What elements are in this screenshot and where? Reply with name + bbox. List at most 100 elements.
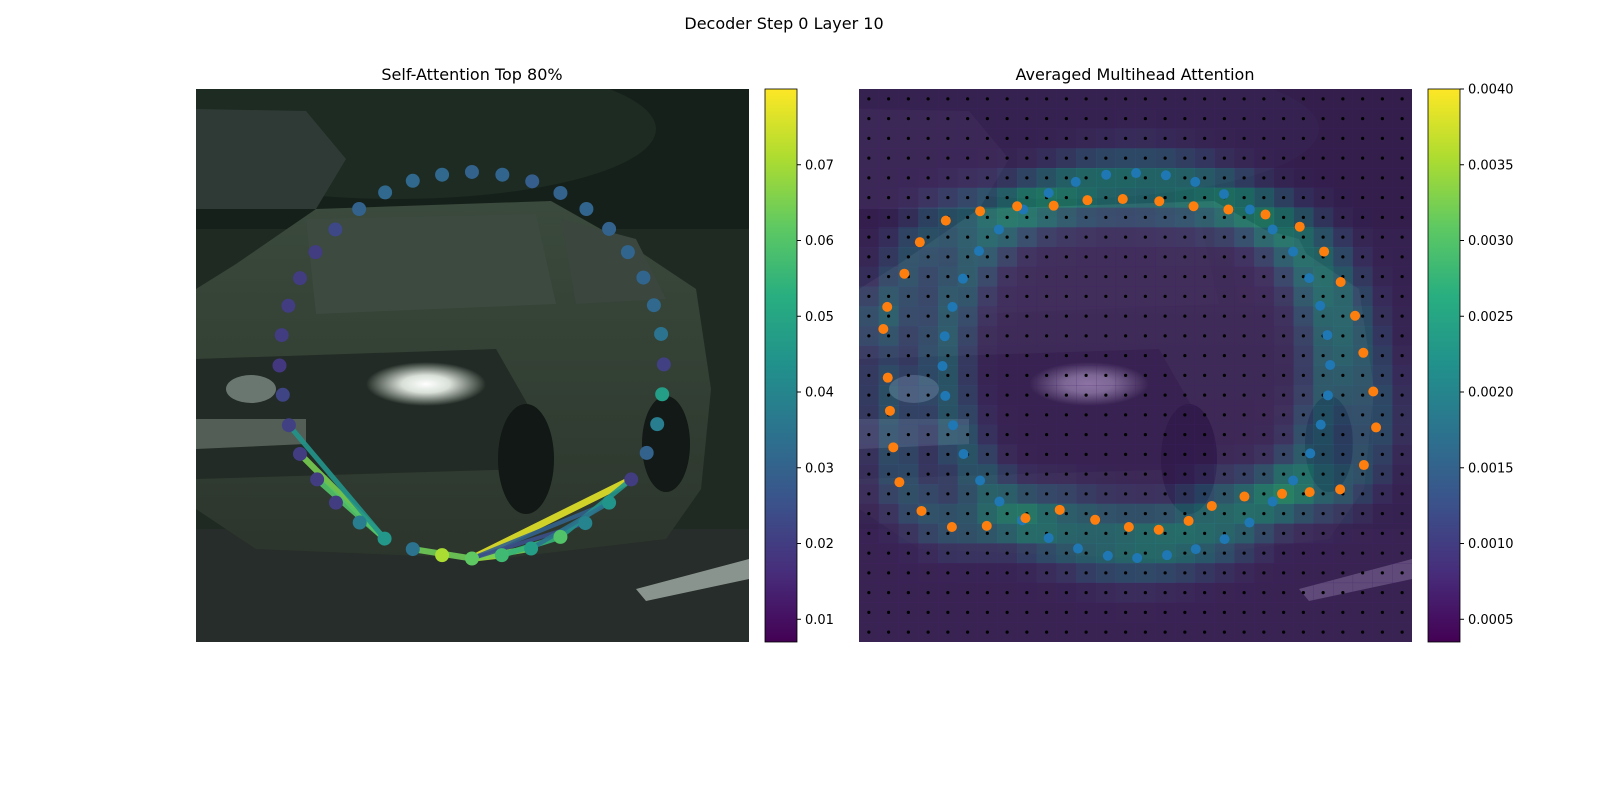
grid-dot bbox=[1203, 393, 1207, 397]
grid-dot bbox=[887, 354, 891, 358]
grid-dot bbox=[887, 334, 891, 338]
grid-dot bbox=[1262, 452, 1266, 456]
orange-point-21 bbox=[1358, 460, 1369, 471]
blue-point-21 bbox=[1190, 544, 1201, 555]
grid-dot bbox=[867, 373, 871, 377]
grid-dot bbox=[1025, 571, 1029, 575]
grid-dot bbox=[1400, 255, 1404, 259]
grid-dot bbox=[1361, 433, 1365, 437]
orange-point-32 bbox=[1020, 513, 1031, 524]
grid-dot bbox=[1380, 275, 1384, 279]
grid-dot bbox=[1124, 294, 1128, 298]
grid-dot bbox=[966, 196, 970, 200]
grid-dot bbox=[1400, 275, 1404, 279]
grid-dot bbox=[966, 334, 970, 338]
grid-dot bbox=[1301, 413, 1305, 417]
grid-dot bbox=[1262, 117, 1266, 121]
grid-dot bbox=[1124, 215, 1128, 219]
grid-dot bbox=[985, 571, 989, 575]
grid-dot bbox=[946, 275, 950, 279]
attention-point-27 bbox=[292, 446, 307, 461]
grid-dot bbox=[1242, 275, 1246, 279]
grid-dot bbox=[1104, 531, 1108, 535]
grid-dot bbox=[1203, 452, 1207, 456]
grid-dot bbox=[887, 512, 891, 516]
grid-dot bbox=[1084, 255, 1088, 259]
grid-dot bbox=[1400, 176, 1404, 180]
grid-dot bbox=[1380, 512, 1384, 516]
attention-point-7 bbox=[636, 270, 651, 285]
grid-dot bbox=[1301, 117, 1305, 121]
grid-dot bbox=[1183, 176, 1187, 180]
grid-dot bbox=[1222, 215, 1226, 219]
grid-dot bbox=[1341, 591, 1345, 595]
grid-dot bbox=[1064, 156, 1068, 160]
grid-dot bbox=[1222, 334, 1226, 338]
grid-dot bbox=[1380, 452, 1384, 456]
grid-dot bbox=[1025, 452, 1029, 456]
right-colorbar-gradient bbox=[1427, 88, 1461, 643]
grid-dot bbox=[946, 413, 950, 417]
grid-dot bbox=[1183, 255, 1187, 259]
grid-dot bbox=[1183, 235, 1187, 239]
grid-dot bbox=[1341, 314, 1345, 318]
grid-dot bbox=[1005, 156, 1009, 160]
grid-dot bbox=[1242, 393, 1246, 397]
grid-dot bbox=[1064, 117, 1068, 121]
grid-dot bbox=[1064, 571, 1068, 575]
grid-dot bbox=[1361, 255, 1365, 259]
grid-dot bbox=[1104, 215, 1108, 219]
attention-point-2 bbox=[525, 174, 540, 189]
grid-dot bbox=[985, 314, 989, 318]
grid-dot bbox=[906, 630, 910, 634]
attention-point-25 bbox=[328, 495, 343, 510]
grid-dot bbox=[1361, 117, 1365, 121]
grid-dot bbox=[1084, 176, 1088, 180]
grid-dot bbox=[906, 531, 910, 535]
grid-dot bbox=[1341, 235, 1345, 239]
orange-point-38 bbox=[884, 405, 895, 416]
grid-dot bbox=[1222, 156, 1226, 160]
grid-dot bbox=[1361, 531, 1365, 535]
grid-dot bbox=[926, 255, 930, 259]
grid-dot bbox=[926, 492, 930, 496]
grid-dot bbox=[1124, 235, 1128, 239]
grid-dot bbox=[1380, 610, 1384, 614]
grid-dot bbox=[1005, 275, 1009, 279]
grid-dot bbox=[966, 591, 970, 595]
grid-dot bbox=[1282, 433, 1286, 437]
grid-dot bbox=[1282, 294, 1286, 298]
grid-dot bbox=[1143, 255, 1147, 259]
grid-dot bbox=[887, 136, 891, 140]
grid-dot bbox=[1045, 492, 1049, 496]
grid-dot bbox=[985, 551, 989, 555]
grid-dot bbox=[1163, 610, 1167, 614]
grid-dot bbox=[1321, 176, 1325, 180]
grid-dot bbox=[1163, 196, 1167, 200]
grid-dot bbox=[1183, 433, 1187, 437]
grid-dot bbox=[1361, 452, 1365, 456]
blue-point-6 bbox=[1218, 189, 1229, 200]
grid-dot bbox=[946, 255, 950, 259]
grid-dot bbox=[1005, 215, 1009, 219]
grid-dot bbox=[1143, 472, 1147, 476]
grid-dot bbox=[966, 571, 970, 575]
grid-dot bbox=[1222, 373, 1226, 377]
grid-dot bbox=[1222, 591, 1226, 595]
grid-dot bbox=[926, 354, 930, 358]
colorbar-tick-label: 0.0035 bbox=[1468, 158, 1514, 173]
grid-dot bbox=[867, 551, 871, 555]
grid-dot bbox=[906, 196, 910, 200]
grid-dot bbox=[1301, 334, 1305, 338]
grid-dot bbox=[966, 176, 970, 180]
grid-dot bbox=[1163, 117, 1167, 121]
grid-dot bbox=[1005, 630, 1009, 634]
blue-point-4 bbox=[1160, 170, 1171, 181]
grid-dot bbox=[1124, 255, 1128, 259]
grid-dot bbox=[1262, 531, 1266, 535]
grid-dot bbox=[1143, 433, 1147, 437]
grid-dot bbox=[1163, 393, 1167, 397]
grid-dot bbox=[1104, 452, 1108, 456]
grid-dot bbox=[1143, 610, 1147, 614]
grid-dot bbox=[1262, 235, 1266, 239]
